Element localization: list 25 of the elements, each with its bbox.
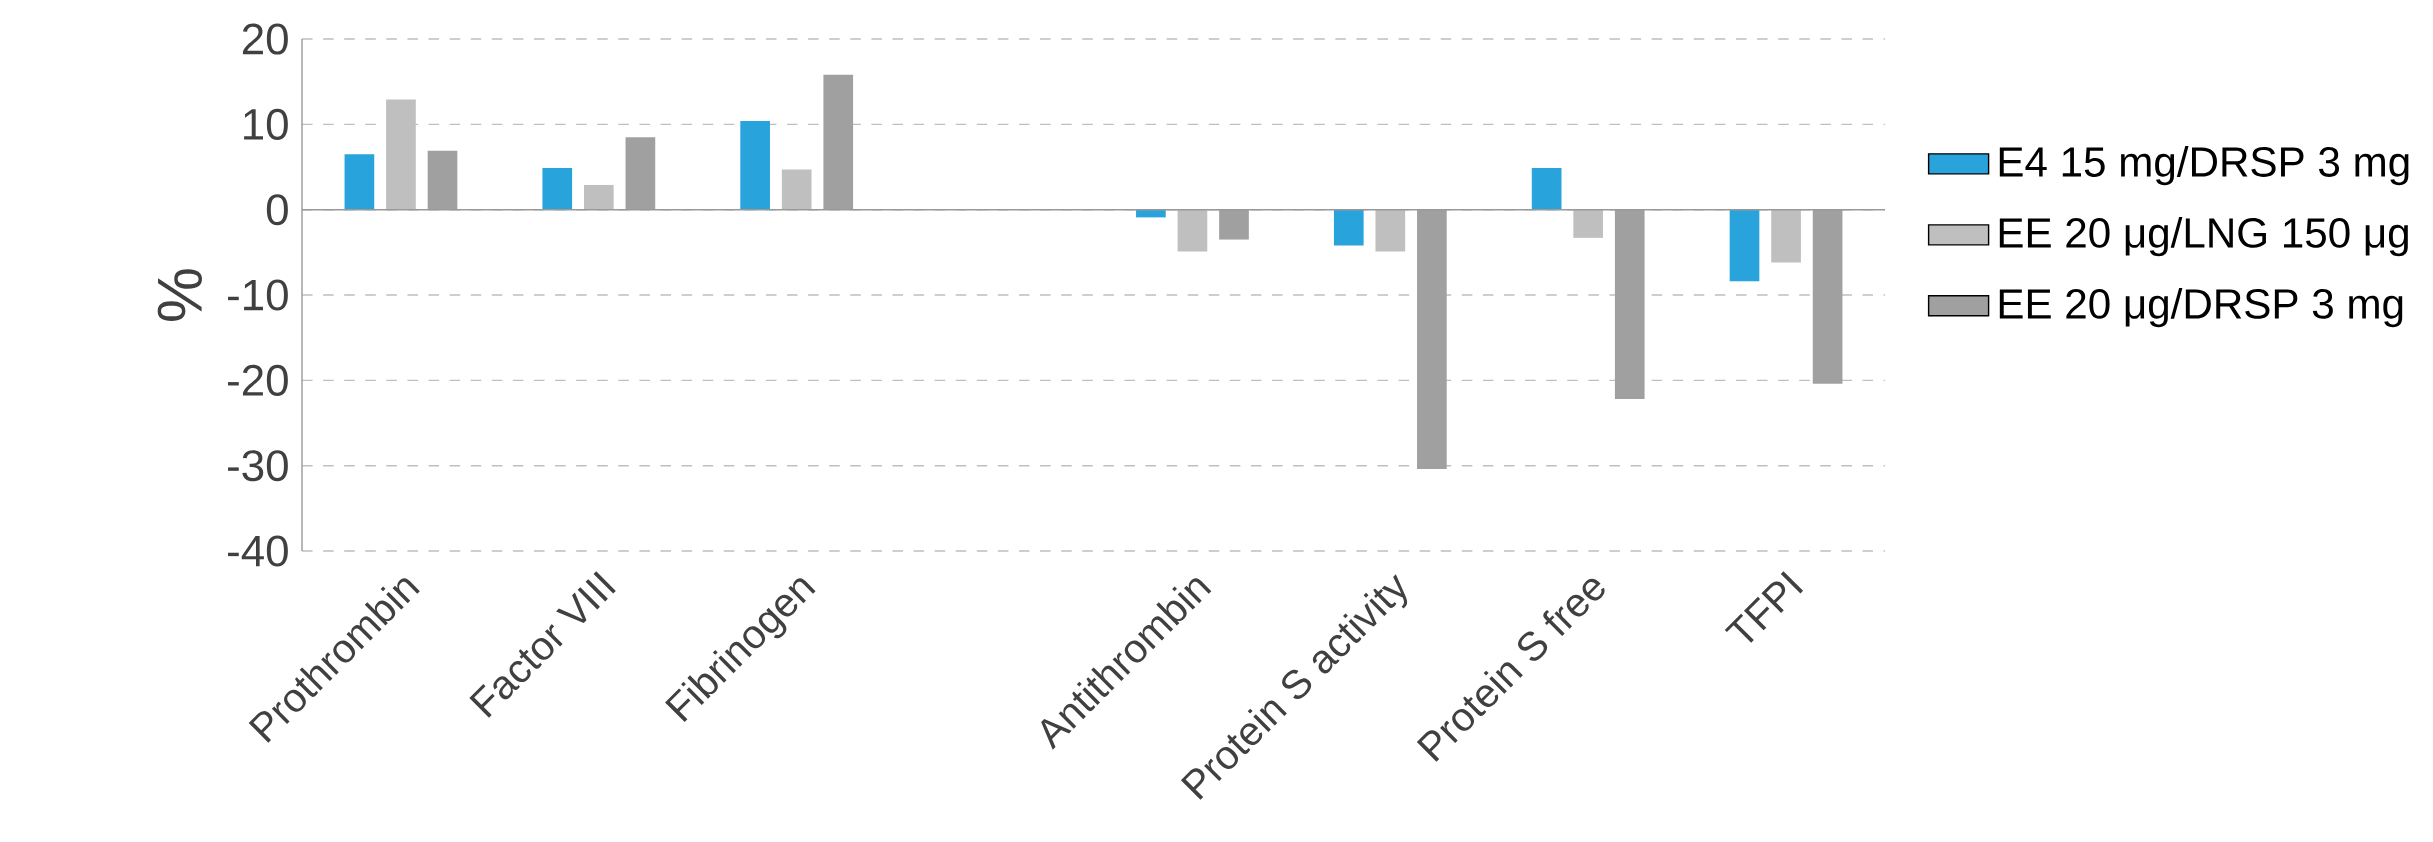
bar	[1136, 209, 1166, 218]
legend-label: EE 20 μg/DRSP 3 mg	[1999, 287, 2403, 328]
bar	[740, 120, 770, 210]
y-tick-label: 10	[244, 108, 288, 140]
bar	[1771, 209, 1801, 263]
bar	[1375, 209, 1406, 252]
y-tick-label: 20	[242, 23, 288, 55]
bar	[542, 167, 573, 210]
bar	[1531, 167, 1562, 210]
legend-label: EE 20 μg/LNG 150 μg	[1999, 216, 2408, 257]
bar	[781, 169, 812, 210]
bar	[1573, 209, 1604, 238]
bar	[1729, 209, 1760, 282]
y-tick-label: -20	[228, 364, 288, 396]
y-axis-title: %	[157, 269, 202, 321]
bar	[1333, 209, 1364, 246]
y-tick-label: -30	[228, 450, 288, 482]
y-tick-label: -40	[228, 535, 288, 567]
bar	[344, 154, 375, 210]
bar	[583, 184, 614, 210]
bar	[1177, 209, 1208, 252]
legend-label: E4 15 mg/DRSP 3 mg	[1999, 145, 2409, 186]
y-tick-label: 0	[266, 194, 288, 226]
bar	[386, 99, 416, 210]
y-tick-label: -10	[228, 279, 288, 311]
